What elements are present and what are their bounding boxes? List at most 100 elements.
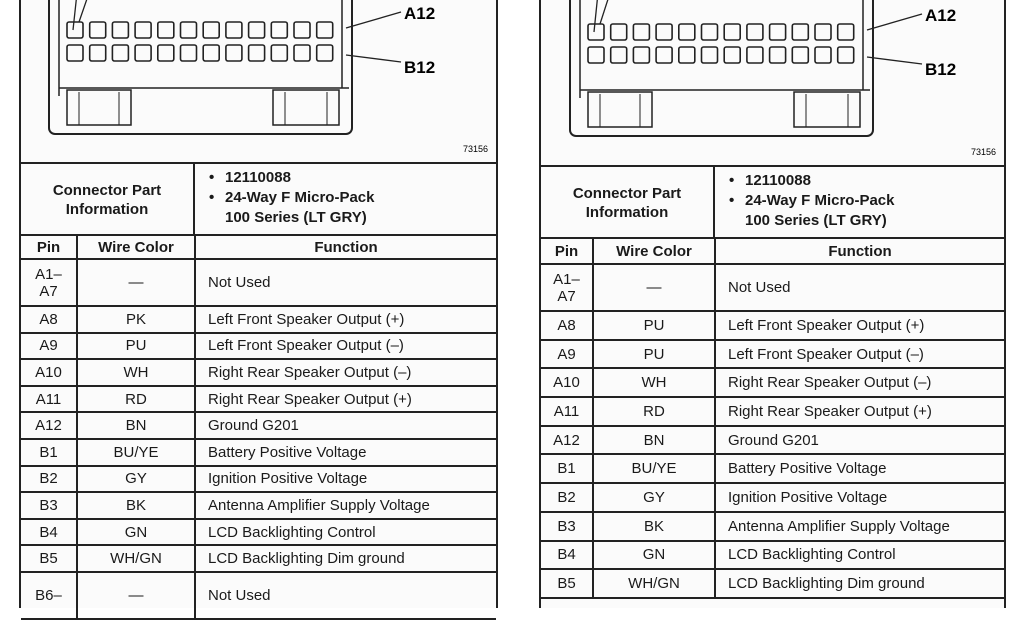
pin-cavity bbox=[814, 46, 832, 64]
pin-cell: B3 bbox=[21, 491, 78, 520]
pin-cell: B6– bbox=[21, 570, 78, 620]
wire-color-cell: RD bbox=[592, 396, 716, 427]
pin-cavity bbox=[700, 46, 719, 64]
pin-cavity bbox=[746, 23, 764, 41]
table-row: B2 GY Ignition Positive Voltage bbox=[21, 464, 496, 494]
wire-color-cell: BK bbox=[76, 491, 196, 520]
pin-cavity bbox=[179, 21, 198, 39]
function-cell: Left Front Speaker Output (+) bbox=[194, 305, 496, 334]
pin-cavity bbox=[179, 44, 198, 62]
pin-cell: A11 bbox=[541, 396, 594, 427]
table-row: A12 BN Ground G201 bbox=[541, 424, 1004, 456]
latch-clip bbox=[272, 89, 340, 126]
function-cell: LCD Backlighting Control bbox=[194, 517, 496, 547]
pin-cell: B5 bbox=[541, 568, 594, 599]
table-row: A8 PK Left Front Speaker Output (+) bbox=[21, 305, 496, 334]
table-row: A10 WH Right Rear Speaker Output (–) bbox=[21, 358, 496, 387]
wire-color-cell: BK bbox=[592, 510, 716, 542]
pin-cavity bbox=[225, 44, 243, 62]
latch-clip bbox=[587, 91, 653, 128]
pin-cavity bbox=[587, 23, 605, 41]
function-cell: Not Used bbox=[194, 570, 496, 620]
wire-color-cell: WH/GN bbox=[76, 544, 196, 573]
wire-color-cell: GN bbox=[76, 517, 196, 547]
pin-cell: A12 bbox=[541, 424, 594, 456]
pin-cavity bbox=[66, 21, 84, 39]
wire-color-cell: PK bbox=[76, 305, 196, 334]
connector-face-diagram: A12 B12 73156 bbox=[48, 0, 488, 154]
wire-color-cell: WH bbox=[76, 358, 196, 387]
pin-cell: A10 bbox=[541, 367, 594, 399]
header-pin: Pin bbox=[21, 234, 78, 260]
pin-cavity bbox=[632, 46, 651, 64]
table-row: B2 GY Ignition Positive Voltage bbox=[541, 482, 1004, 513]
function-cell: Antenna Amplifier Supply Voltage bbox=[194, 491, 496, 520]
pin-cavity bbox=[678, 23, 696, 41]
table-header: Pin Wire Color Function bbox=[21, 234, 496, 260]
pin-cell: A9 bbox=[21, 331, 78, 361]
pin-cavity bbox=[655, 46, 673, 64]
pin-cell: B5 bbox=[21, 544, 78, 573]
pin-cell: B3 bbox=[541, 510, 594, 542]
pin-cavity bbox=[609, 23, 628, 41]
wire-color-cell: GY bbox=[76, 464, 196, 494]
wire-color-cell: BN bbox=[592, 424, 716, 456]
pin-cavity bbox=[202, 44, 220, 62]
header-wire-color: Wire Color bbox=[592, 237, 716, 265]
function-cell: Right Rear Speaker Output (+) bbox=[714, 396, 1004, 427]
pin-cell: A9 bbox=[541, 338, 594, 370]
table-row: A1–A7— Not Used bbox=[21, 258, 496, 307]
pinout-table: Pin Wire Color Function A1–A7— Not Used A8 PU L… bbox=[541, 237, 1004, 599]
pin-cavity bbox=[723, 46, 741, 64]
pin-cell: B1 bbox=[541, 453, 594, 485]
table-row: B5 WH/GN LCD Backlighting Dim ground bbox=[21, 544, 496, 573]
part-number: 12110088 bbox=[209, 168, 375, 188]
part-description: 24-Way F Micro-Pack bbox=[729, 191, 894, 211]
pin-cavity bbox=[157, 21, 175, 39]
pin-cell: A10 bbox=[21, 358, 78, 387]
figure-number: 73156 bbox=[463, 144, 488, 154]
wire-color-cell: — bbox=[76, 258, 196, 307]
pin-cavity bbox=[315, 21, 334, 39]
pin-cavity bbox=[836, 46, 855, 64]
function-cell: Left Front Speaker Output (–) bbox=[194, 331, 496, 361]
pin-cavity bbox=[700, 23, 719, 41]
function-cell: Right Rear Speaker Output (–) bbox=[714, 367, 1004, 399]
pin-cell: B2 bbox=[21, 464, 78, 494]
wire-color-cell: WH bbox=[592, 367, 716, 399]
wire-color-cell: — bbox=[592, 263, 716, 312]
connector-panel-left: A12 B12 73156 Connector Part Information121… bbox=[19, 0, 498, 620]
pin-cavity bbox=[134, 21, 152, 39]
pin-cavity bbox=[270, 44, 289, 62]
pin-cavity bbox=[655, 23, 673, 41]
wire-color-cell: PU bbox=[592, 338, 716, 370]
table-header: Pin Wire Color Function bbox=[541, 237, 1004, 265]
header-wire-color: Wire Color bbox=[76, 234, 196, 260]
pin-cavity bbox=[587, 46, 605, 64]
function-cell: LCD Backlighting Control bbox=[714, 539, 1004, 571]
part-series: 100 Series (LT GRY) bbox=[745, 212, 887, 229]
part-series: 100 Series (LT GRY) bbox=[225, 209, 367, 226]
figure-number: 73156 bbox=[971, 147, 996, 157]
table-row: A11 RD Right Rear Speaker Output (+) bbox=[21, 384, 496, 414]
pin-label-b12: B12 bbox=[404, 58, 435, 77]
latch-clip bbox=[793, 91, 861, 128]
function-cell: LCD Backlighting Dim ground bbox=[714, 568, 1004, 599]
wire-color-cell: RD bbox=[76, 384, 196, 414]
pin-cavity bbox=[791, 23, 810, 41]
pinout-table: Pin Wire Color Function A1–A7— Not Used A8 PK L… bbox=[21, 234, 496, 620]
table-row: A9 PU Left Front Speaker Output (–) bbox=[21, 331, 496, 361]
function-cell: Battery Positive Voltage bbox=[194, 437, 496, 467]
table-row: B4 GN LCD Backlighting Control bbox=[21, 517, 496, 547]
pin-cell: A12 bbox=[21, 411, 78, 440]
pin-cell: B2 bbox=[541, 482, 594, 513]
connector-part-information: Connector Part Information1211008824-Way… bbox=[541, 165, 1004, 239]
wire-color-cell: PU bbox=[76, 331, 196, 361]
table-row: A11 RD Right Rear Speaker Output (+) bbox=[541, 396, 1004, 427]
pin-cavity bbox=[768, 46, 787, 64]
connector-part-information: Connector Part Information1211008824-Way… bbox=[21, 162, 496, 236]
latch-clip bbox=[66, 89, 132, 126]
function-cell: Ground G201 bbox=[194, 411, 496, 440]
table-row: B6– — Not Used bbox=[21, 570, 496, 620]
table-row: B3 BK Antenna Amplifier Supply Voltage bbox=[21, 491, 496, 520]
